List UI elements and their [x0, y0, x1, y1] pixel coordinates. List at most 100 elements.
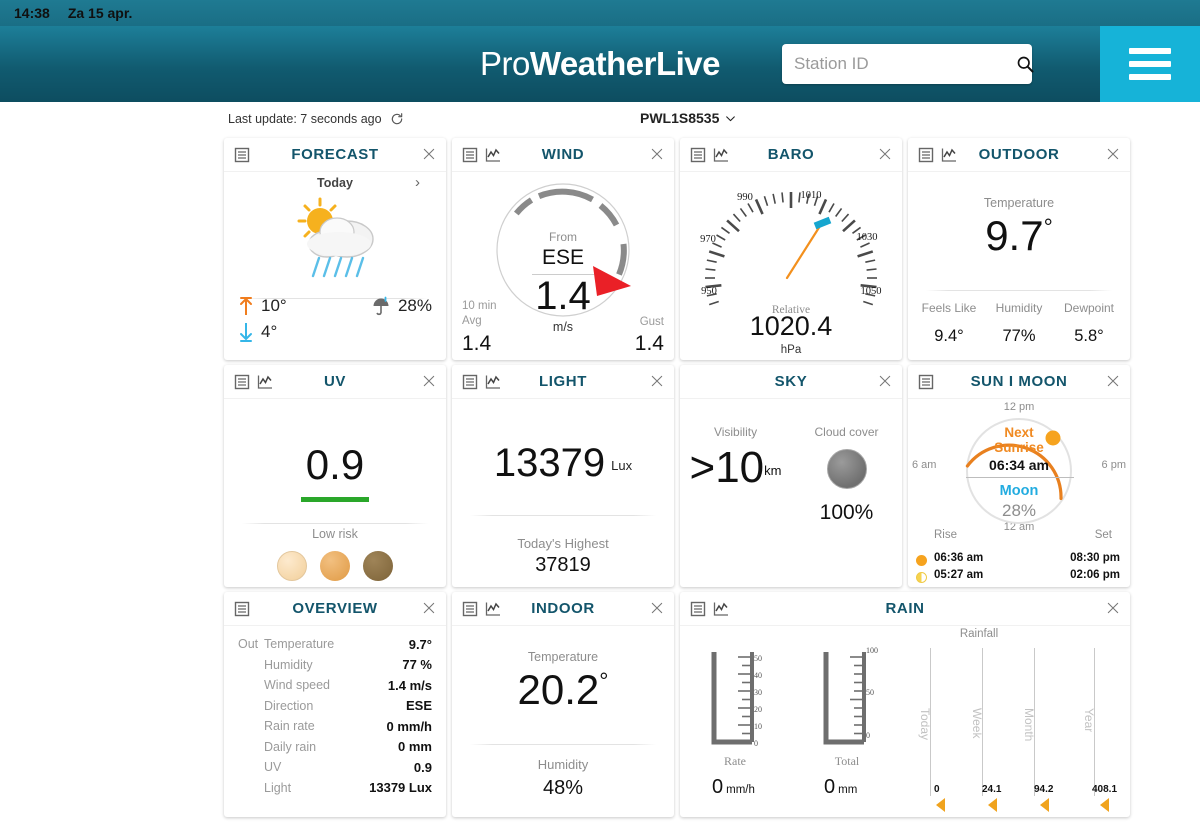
- indoor-humidity-label: Humidity: [537, 757, 589, 772]
- outdoor-feelslike-label: Feels Like: [921, 301, 977, 315]
- overview-list: Out Temperature 9.7° Humidity 77 % Wind …: [224, 634, 446, 798]
- rainfall-bar-value-year: 408.1: [1092, 784, 1118, 795]
- rain-rate-tick-40: 40: [754, 671, 762, 680]
- wind-avg-label-2: Avg: [462, 314, 482, 327]
- overview-out-prefix: Out: [238, 637, 259, 652]
- close-icon[interactable]: [650, 147, 664, 161]
- wind-from-label: From: [549, 230, 577, 244]
- card-overview-title: OVERVIEW: [292, 600, 378, 617]
- light-highest-value: 37819: [535, 554, 591, 576]
- chart-view-icon[interactable]: [485, 147, 501, 163]
- search-input[interactable]: [794, 54, 1015, 74]
- search-box[interactable]: [782, 44, 1035, 84]
- forecast-divider: [242, 298, 428, 299]
- table-row: UV 0.9: [224, 757, 446, 778]
- light-highest-label: Today's Highest: [517, 536, 609, 551]
- forecast-precip-value: 28%: [397, 296, 432, 315]
- chart-view-icon[interactable]: [485, 601, 501, 617]
- chevron-down-icon[interactable]: [724, 112, 737, 125]
- list-view-icon[interactable]: [462, 601, 478, 617]
- close-icon[interactable]: [878, 147, 892, 161]
- list-view-icon[interactable]: [918, 374, 934, 390]
- table-row: Direction ESE: [224, 696, 446, 717]
- list-view-icon[interactable]: [234, 374, 250, 390]
- close-icon[interactable]: [422, 601, 436, 615]
- search-icon[interactable]: [1015, 54, 1035, 74]
- card-sun-moon-header: SUN I MOON: [908, 365, 1130, 399]
- baro-tick-1030: 1030: [857, 232, 878, 243]
- overview-value: 13379 Lux: [369, 780, 432, 796]
- outdoor-stat-humidity: Humidity 77%: [984, 301, 1054, 346]
- rainfall-marker-month: [1040, 798, 1049, 812]
- close-icon[interactable]: [650, 374, 664, 388]
- chart-view-icon[interactable]: [485, 374, 501, 390]
- table-row: Daily rain 0 mm: [224, 737, 446, 758]
- sunmoon-midnight-label: 12 am: [1003, 521, 1035, 533]
- list-view-icon[interactable]: [462, 147, 478, 163]
- rain-rate-tick-0: 0: [754, 739, 758, 748]
- sunmoon-next-event: Next Sunrise: [908, 425, 1130, 455]
- rain-rate-tick-30: 30: [754, 688, 762, 697]
- uv-dot-1: [277, 551, 307, 581]
- indoor-temp-number: 20.2: [517, 666, 600, 713]
- close-icon[interactable]: [878, 374, 892, 388]
- rainfall-bar-value-month: 94.2: [1034, 784, 1054, 795]
- close-icon[interactable]: [422, 147, 436, 161]
- sky-visibility-label: Visibility: [713, 425, 758, 439]
- arrow-down-icon: [240, 323, 252, 342]
- list-view-icon[interactable]: [462, 374, 478, 390]
- rain-rate-value: 0 mm/h: [712, 776, 755, 799]
- wind-speed-value: 1.4: [535, 274, 591, 318]
- hamburger-menu-icon[interactable]: [1100, 26, 1200, 102]
- card-overview-icons: [234, 601, 250, 617]
- sunmoon-moon-label: Moon: [999, 483, 1039, 499]
- baro-tick-1050: 1050: [861, 286, 882, 297]
- forecast-next-arrow[interactable]: ›: [415, 174, 420, 191]
- rainfall-bar-line-week: [982, 648, 983, 796]
- close-icon[interactable]: [1106, 601, 1120, 615]
- overview-value: 77 %: [402, 657, 432, 673]
- list-view-icon[interactable]: [690, 147, 706, 163]
- dashboard-row-2: UV 0.9 Low risk: [224, 365, 1142, 587]
- table-row: Light 13379 Lux: [224, 778, 446, 799]
- card-wind-icons: [462, 147, 501, 163]
- rain-total-tick-0: 0: [866, 731, 870, 740]
- rain-total-gauge: [823, 652, 866, 745]
- outdoor-temp-degree: °: [1043, 214, 1053, 240]
- outdoor-humidity-label: Humidity: [995, 301, 1043, 315]
- arrow-up-icon: [240, 297, 252, 315]
- sky-visibility: Visibility >10km: [680, 399, 791, 587]
- card-sky-title: SKY: [774, 373, 808, 390]
- refresh-icon[interactable]: [390, 112, 404, 126]
- list-view-icon[interactable]: [690, 601, 706, 617]
- station-selector[interactable]: PWL1S8535: [640, 110, 737, 126]
- sky-columns: Visibility >10km Cloud cover 100%: [680, 399, 902, 587]
- list-view-icon[interactable]: [918, 147, 934, 163]
- close-icon[interactable]: [650, 601, 664, 615]
- chart-view-icon[interactable]: [713, 147, 729, 163]
- close-icon[interactable]: [1106, 147, 1120, 161]
- sunmoon-rise-header: Rise: [934, 529, 958, 541]
- overview-value: 0.9: [413, 759, 432, 775]
- rain-rate-tick-10: 10: [754, 722, 762, 731]
- burger-line-3: [1129, 74, 1171, 80]
- list-view-icon[interactable]: [234, 601, 250, 617]
- indoor-divider: [470, 744, 656, 745]
- forecast-stats: 10° 28%: [238, 296, 432, 348]
- card-baro-header: BARO: [680, 138, 902, 172]
- table-row: Out Temperature 9.7°: [224, 634, 446, 655]
- light-lux-number: 13379: [493, 441, 606, 485]
- list-view-icon[interactable]: [234, 147, 250, 163]
- close-icon[interactable]: [422, 374, 436, 388]
- uv-skin-tone-dots: [224, 551, 446, 581]
- uv-level-bar: [301, 497, 369, 502]
- light-value: 13379 Lux: [452, 441, 674, 486]
- rain-rate-tick-50: 50: [754, 654, 762, 663]
- overview-key: UV: [264, 760, 282, 775]
- chart-view-icon[interactable]: [713, 601, 729, 617]
- overview-value: 0 mm: [398, 739, 432, 755]
- chart-view-icon[interactable]: [257, 374, 273, 390]
- close-icon[interactable]: [1106, 374, 1120, 388]
- wind-avg-label: 10 min Avg: [462, 299, 497, 328]
- chart-view-icon[interactable]: [941, 147, 957, 163]
